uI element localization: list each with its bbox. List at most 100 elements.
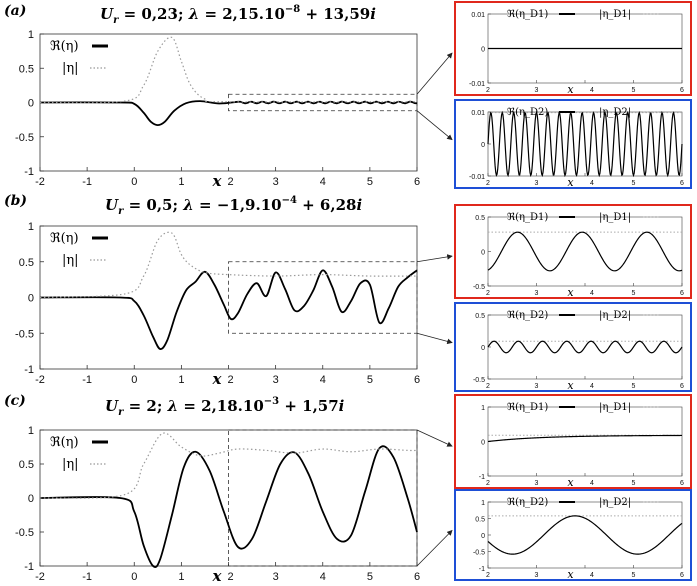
inset-x-axis-label: x <box>567 476 574 489</box>
inset-x-tick-label: 3 <box>535 480 539 487</box>
x-tick-label: 5 <box>367 374 373 386</box>
x-tick-label: 2 <box>227 571 233 583</box>
inset-y-tick-label: 0.01 <box>471 110 485 117</box>
x-tick-label: 3 <box>273 374 279 386</box>
inset-x-tick-label: 2 <box>486 87 490 94</box>
y-tick-label: 0.5 <box>19 459 34 471</box>
panel-label-b: (b) <box>4 193 27 209</box>
x-tick-label: 3 <box>273 176 279 188</box>
inset-x-axis-label: x <box>567 568 574 581</box>
panel-c-title: Ur = 2; λ = 2,18.10−3 + 1,57i <box>105 396 345 418</box>
zoom-arrow-to-red-inset <box>416 429 453 447</box>
y-tick-label: 1 <box>28 425 34 437</box>
inset-y-tick-label: 0.5 <box>475 313 485 320</box>
inset-x-tick-label: 2 <box>486 572 490 579</box>
x-tick-label: 0 <box>131 374 137 386</box>
y-tick-label: -1 <box>24 561 34 573</box>
zoom-arrow-to-red-inset <box>416 52 453 95</box>
main-plot-1: -2 -1 0 1 3 4 5 6x 2-1-0.500.51ℜ(η)|η| <box>15 221 420 388</box>
x-tick-label: 6 <box>414 374 420 386</box>
inset-legend-label-real: ℜ(η_D2) <box>507 310 548 321</box>
inset-x-tick-label: 3 <box>535 572 539 579</box>
y-tick-label: -0.5 <box>15 328 34 340</box>
panel-a-title: Ur = 0,23; λ = 2,15.10−8 + 13,59i <box>100 4 376 26</box>
x-tick-label: 5 <box>367 176 373 188</box>
y-tick-label: -1 <box>24 364 34 376</box>
panel-label-a: (a) <box>4 3 26 19</box>
inset-x-tick-label: 5 <box>632 180 636 187</box>
legend-label-abs: |η| <box>62 253 79 268</box>
x-tick-label: 0 <box>131 176 137 188</box>
inset-x-tick-label: 3 <box>535 87 539 94</box>
inset-frame <box>454 489 692 581</box>
inset-real-wave <box>487 110 683 178</box>
inset-y-tick-label: 1 <box>481 500 485 507</box>
y-tick-label: 0 <box>28 98 34 110</box>
inset-legend-label-abs: |η_D1| <box>599 402 631 413</box>
x-tick-label: 2 <box>227 176 233 188</box>
legend-label-real: ℜ(η) <box>50 231 79 246</box>
zoom-region-box <box>228 429 418 567</box>
x-axis-label: x <box>211 172 222 190</box>
inset-x-tick-label: 5 <box>632 572 636 579</box>
series-line-abs-eta <box>39 36 418 104</box>
series-line-abs-eta <box>39 231 418 299</box>
inset-real-wave <box>487 434 682 443</box>
inset-x-tick-label: 5 <box>632 290 636 297</box>
inset-legend-label-abs: |η_D2| <box>599 310 631 321</box>
legend-label-abs: |η| <box>62 457 79 472</box>
inset-legend-label-real: ℜ(η_D1) <box>507 212 548 223</box>
inset-y-tick-label: 0 <box>481 142 485 149</box>
inset-x-tick-label: 6 <box>680 87 684 94</box>
inset-x-tick-label: 4 <box>590 290 594 297</box>
inset-x-axis-label: x <box>567 83 574 96</box>
x-tick-label: -1 <box>82 374 92 386</box>
inset-real-wave <box>487 340 683 354</box>
inset-legend-label-abs: |η_D2| <box>599 107 631 118</box>
inset-plot-2-1: 2 3 4 5 6 x -1 -0.5 0 0.5 1 ℜ(η_D2) |η_D2| <box>454 489 692 581</box>
x-tick-label: 0 <box>131 571 137 583</box>
x-tick-label: 4 <box>320 571 326 583</box>
inset-x-axis-label: x <box>567 379 574 392</box>
inset-x-tick-label: 2 <box>486 290 490 297</box>
inset-x-tick-label: 4 <box>590 480 594 487</box>
inset-x-tick-label: 6 <box>680 572 684 579</box>
inset-x-axis-label: x <box>567 286 574 299</box>
x-tick-label: -2 <box>35 176 45 188</box>
inset-x-tick-label: 6 <box>680 480 684 487</box>
inset-plot-1-0: 2 3 4 5 6 x -0.5 0 0.5 ℜ(η_D1) |η_D1| <box>454 204 692 299</box>
x-tick-label: 6 <box>414 176 420 188</box>
inset-x-tick-label: 2 <box>486 180 490 187</box>
inset-real-wave <box>487 231 683 272</box>
inset-y-tick-label: -0.5 <box>473 377 485 384</box>
y-tick-label: -0.5 <box>15 132 34 144</box>
inset-y-tick-label: 1 <box>481 405 485 412</box>
inset-y-tick-label: 0 <box>481 250 485 257</box>
x-tick-label: 4 <box>320 176 326 188</box>
zoom-arrow-to-blue-inset <box>416 529 453 567</box>
inset-real-wave <box>487 515 683 555</box>
inset-y-tick-label: -1 <box>479 474 485 481</box>
inset-x-tick-label: 2 <box>486 383 490 390</box>
inset-y-tick-label: -0.5 <box>473 284 485 291</box>
legend-label-abs: |η| <box>62 61 79 76</box>
inset-y-tick-label: -0.5 <box>473 550 485 557</box>
y-tick-label: -0.5 <box>15 527 34 539</box>
x-tick-label: 5 <box>367 571 373 583</box>
inset-y-tick-label: -1 <box>479 566 485 573</box>
inset-x-axis-label: x <box>567 176 574 189</box>
inset-x-tick-label: 4 <box>590 180 594 187</box>
zoom-arrow-to-blue-inset <box>416 332 453 345</box>
inset-x-tick-label: 4 <box>590 87 594 94</box>
x-tick-label: 6 <box>414 571 420 583</box>
x-tick-label: 2 <box>227 374 233 386</box>
main-plot-0: -2 -1 0 1 3 4 5 6x 2-1-0.500.51ℜ(η)|η| <box>15 29 420 190</box>
inset-y-tick-label: -0.01 <box>469 81 485 88</box>
inset-plot-2-0: 2 3 4 5 6 x -1 0 1 ℜ(η_D1) |η_D1| <box>454 394 692 489</box>
series-line-real-eta <box>39 269 418 350</box>
y-tick-label: 0 <box>28 493 34 505</box>
y-tick-label: 1 <box>28 221 34 233</box>
zoom-arrow-to-blue-inset <box>416 110 453 141</box>
inset-legend-label-abs: |η_D1| <box>599 212 631 223</box>
series-line-real-eta <box>39 445 418 568</box>
